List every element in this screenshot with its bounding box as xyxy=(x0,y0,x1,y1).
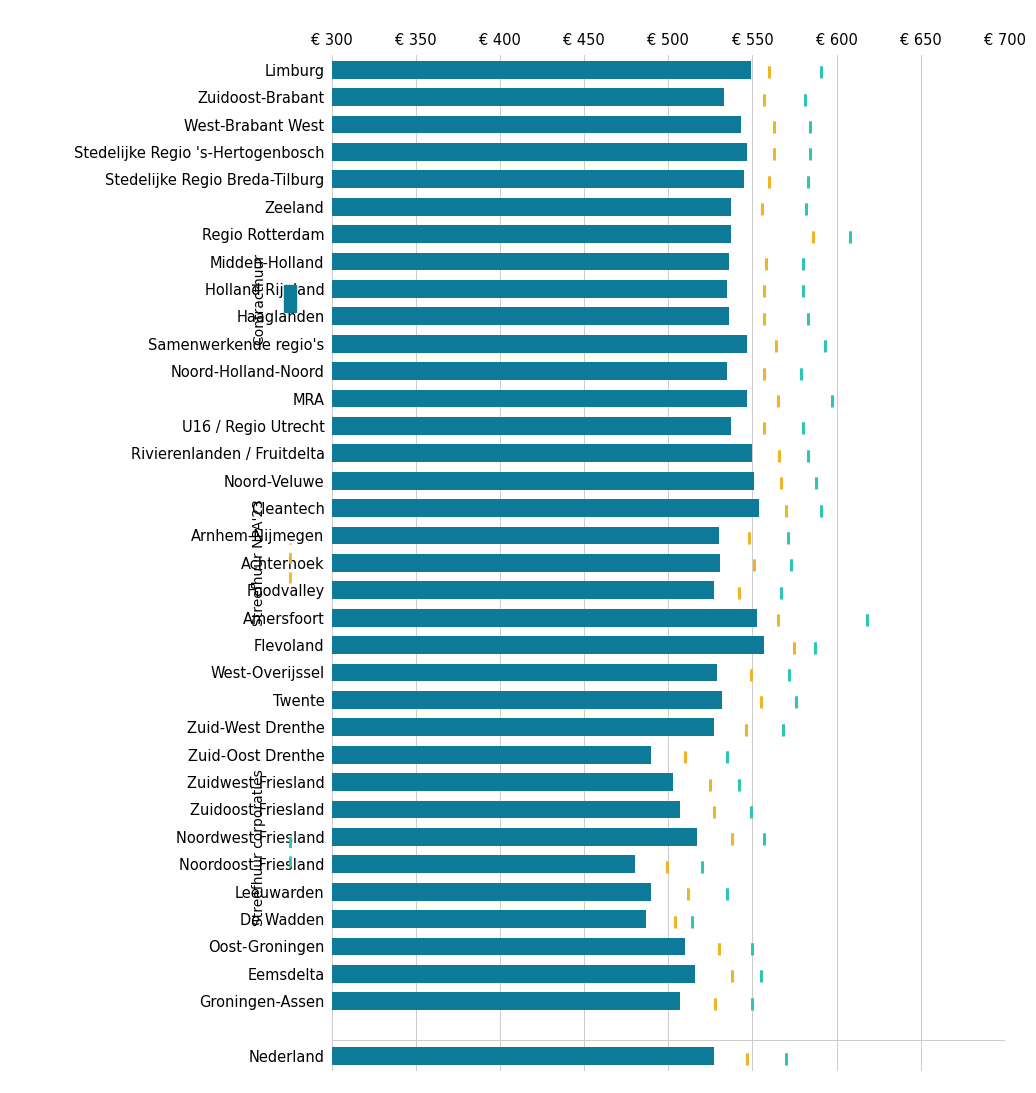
Bar xyxy=(332,663,717,681)
Bar xyxy=(332,800,680,819)
Bar xyxy=(332,362,727,380)
Bar xyxy=(332,225,730,243)
Bar xyxy=(332,691,722,708)
Bar xyxy=(332,171,744,188)
Bar xyxy=(332,965,695,983)
Bar xyxy=(332,718,714,737)
Bar xyxy=(332,910,646,928)
Bar xyxy=(332,527,719,544)
Bar xyxy=(332,992,680,1010)
Bar xyxy=(332,116,741,133)
Bar xyxy=(332,418,730,435)
Bar xyxy=(332,773,673,791)
Bar xyxy=(332,334,747,353)
Bar xyxy=(332,609,757,626)
Bar xyxy=(332,252,729,270)
Text: Streefhuur corporaties: Streefhuur corporaties xyxy=(252,769,266,926)
Bar xyxy=(332,445,752,462)
Bar xyxy=(332,828,697,846)
Bar xyxy=(332,89,724,106)
Bar xyxy=(332,745,652,764)
Bar xyxy=(332,472,754,490)
Text: Streefhuur NPA'23: Streefhuur NPA'23 xyxy=(252,500,266,626)
Bar xyxy=(332,938,685,955)
Bar xyxy=(332,280,727,297)
Bar xyxy=(332,554,720,572)
Bar xyxy=(332,581,714,599)
Bar xyxy=(332,61,751,79)
Bar xyxy=(332,636,765,654)
Bar xyxy=(332,883,652,901)
Bar xyxy=(332,1047,714,1065)
Bar xyxy=(332,389,747,408)
Bar xyxy=(332,500,759,517)
Bar xyxy=(332,198,730,215)
Bar xyxy=(332,143,747,161)
Bar xyxy=(332,856,634,873)
Bar xyxy=(332,307,729,326)
Text: Contracthuur: Contracthuur xyxy=(252,252,266,344)
